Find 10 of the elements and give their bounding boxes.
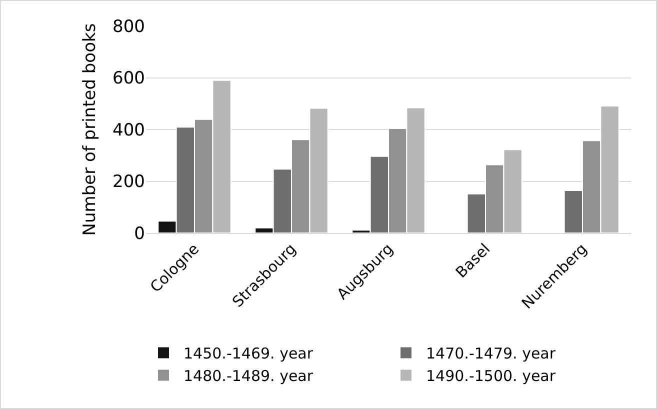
- y-tick-label: 400: [112, 120, 145, 140]
- y-tick-label: 800: [112, 16, 145, 37]
- y-tick-label: 0: [134, 224, 145, 244]
- legend-label: 1450.-1469. year: [184, 344, 314, 363]
- y-tick-label: 600: [112, 68, 145, 89]
- y-tick-label: 200: [112, 172, 145, 192]
- legend-label: 1470.-1479. year: [426, 344, 556, 363]
- y-axis-title: Number of printed books: [80, 23, 100, 236]
- legend-label: 1490.-1500. year: [426, 367, 556, 386]
- legend-label: 1480.-1489. year: [184, 367, 314, 386]
